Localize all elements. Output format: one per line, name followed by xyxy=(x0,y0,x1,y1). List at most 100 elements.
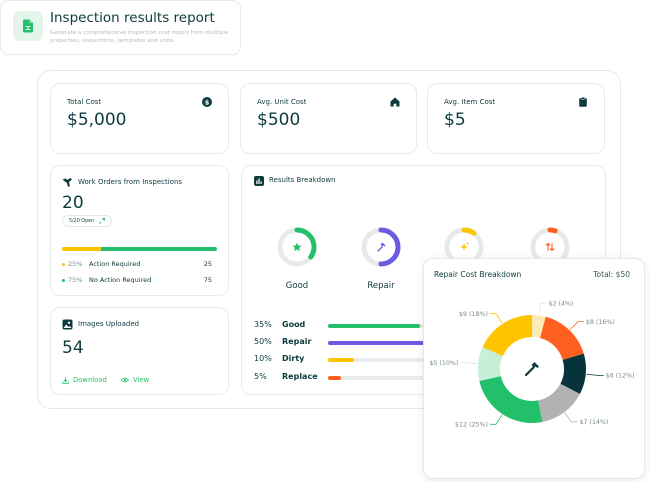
donut-slice[interactable] xyxy=(482,315,532,357)
ring-arc xyxy=(361,227,401,267)
ring-arc xyxy=(444,227,484,267)
legend-no-action-required: 75% No Action Required 75 xyxy=(62,276,212,286)
work-orders-progress-bar xyxy=(62,247,217,251)
wrench-icon xyxy=(62,178,72,187)
bar-fill-dirty xyxy=(328,358,355,362)
donut-slice[interactable] xyxy=(532,315,546,339)
action-required-segment xyxy=(62,247,101,251)
sparkle-icon xyxy=(460,242,469,251)
slice-label: $8 (16%) xyxy=(586,319,615,326)
view-link[interactable]: View xyxy=(121,376,149,384)
images-count: 54 xyxy=(62,338,84,358)
ring-label-good: Good xyxy=(285,281,309,291)
stat-card-total-cost: Total Cost $5,000 $ xyxy=(50,83,229,154)
slice-label: $12 (25%) xyxy=(455,422,488,429)
swap-icon xyxy=(545,242,555,252)
bar-percent: 35% xyxy=(254,320,272,329)
slice-leader-line xyxy=(569,321,584,330)
eye-icon xyxy=(121,377,129,383)
stat-value: $5 xyxy=(444,110,466,130)
slice-leader-line xyxy=(489,414,503,425)
bar-percent: 5% xyxy=(254,372,267,381)
hammer-icon xyxy=(377,242,386,252)
legend-label: No Action Required xyxy=(89,276,152,284)
open-work-orders-pill[interactable]: 5/20 Open xyxy=(62,215,113,227)
repair-breakdown-total: Total: $50 xyxy=(593,270,630,279)
bar-label: Good xyxy=(282,320,306,329)
bar-percent: 50% xyxy=(254,337,272,346)
repair-cost-breakdown-card: Repair Cost Breakdown Total: $50 $2 (4%)… xyxy=(423,258,645,479)
ring-repair-chart xyxy=(361,227,401,267)
stat-value: $5,000 xyxy=(67,110,127,130)
download-label: Download xyxy=(73,376,107,384)
legend-dot xyxy=(62,279,65,282)
bar-label: Repair xyxy=(282,337,312,346)
stat-label: Total Cost xyxy=(67,98,102,106)
bar-fill-replace xyxy=(328,376,342,380)
clipboard-icon xyxy=(579,97,587,107)
results-title: Results Breakdown xyxy=(269,176,336,184)
legend-count: 75 xyxy=(203,276,212,284)
ring-arc xyxy=(277,227,317,267)
legend-dot xyxy=(62,263,65,266)
download-link[interactable]: Download xyxy=(62,376,107,384)
bar-percent: 10% xyxy=(254,354,272,363)
ring-arc xyxy=(530,227,570,267)
repair-donut-chart: $2 (4%) $8 (16%) $6 (12%) $7 (14%) $12 (25%)… xyxy=(429,301,635,429)
bar-fill-repair xyxy=(328,341,459,345)
images-uploaded-card: Images Uploaded 54 Download View xyxy=(50,307,229,395)
donut-slice[interactable] xyxy=(538,383,580,423)
images-title: Images Uploaded xyxy=(78,320,140,328)
slice-label: $2 (4%) xyxy=(548,301,573,308)
repair-breakdown-title: Repair Cost Breakdown xyxy=(434,270,522,279)
donut-slice[interactable] xyxy=(478,347,503,382)
donut-slice[interactable] xyxy=(560,353,586,394)
work-orders-count: 20 xyxy=(62,193,84,213)
slice-leader-line xyxy=(460,362,478,365)
legend-percent: 75% xyxy=(68,276,83,284)
open-count: 5/20 Open xyxy=(69,218,95,224)
report-title: Inspection results report xyxy=(50,10,215,26)
stat-label: Avg. Item Cost xyxy=(444,98,496,106)
slice-leader-line xyxy=(538,303,547,315)
legend-action-required: 25% Action Required 25 xyxy=(62,260,212,270)
slice-leader-line xyxy=(489,313,503,324)
donut-slice[interactable] xyxy=(479,376,543,423)
hammer-icon xyxy=(524,362,539,377)
house-icon xyxy=(390,97,400,107)
ring-good xyxy=(275,225,319,269)
bar-label: Replace xyxy=(282,372,318,381)
slice-leader-line xyxy=(586,373,604,376)
legend-label: Action Required xyxy=(89,260,141,268)
legend-count: 25 xyxy=(203,260,212,268)
bar-chart-icon xyxy=(254,176,264,186)
legend-percent: 25% xyxy=(68,260,83,268)
slice-leader-line xyxy=(564,412,578,423)
stat-label: Avg. Unit Cost xyxy=(257,98,307,106)
bar-fill-good xyxy=(328,324,420,328)
file-report-icon xyxy=(13,11,43,41)
star-icon xyxy=(292,242,302,252)
ring-label-repair: Repair xyxy=(367,281,395,291)
work-orders-title: Work Orders from Inspections xyxy=(78,178,183,186)
slice-label: $6 (12%) xyxy=(606,373,635,380)
slice-label: $9 (18%) xyxy=(459,311,488,318)
work-orders-card: Work Orders from Inspections 20 5/20 Ope… xyxy=(50,165,229,296)
report-header-card[interactable]: Inspection results report Generate a com… xyxy=(0,0,241,55)
expand-arrow-icon xyxy=(99,218,106,224)
bar-label: Dirty xyxy=(282,354,305,363)
image-icon xyxy=(62,319,73,330)
report-description: Generate a comprehensive inspection cost… xyxy=(50,30,229,44)
view-label: View xyxy=(133,376,150,384)
donut-slice[interactable] xyxy=(540,316,584,360)
stat-value: $500 xyxy=(257,110,301,130)
ring-good-chart xyxy=(277,227,317,267)
ring-repair xyxy=(359,225,403,269)
svg-text:$: $ xyxy=(205,98,210,106)
slice-label: $5 (10%) xyxy=(429,360,458,367)
stat-card-avg-item-cost: Avg. Item Cost $5 xyxy=(427,83,605,154)
slice-label: $7 (14%) xyxy=(579,419,608,426)
stat-card-avg-unit-cost: Avg. Unit Cost $500 xyxy=(240,83,417,154)
dollar-icon: $ xyxy=(202,97,212,107)
download-icon xyxy=(62,377,69,384)
